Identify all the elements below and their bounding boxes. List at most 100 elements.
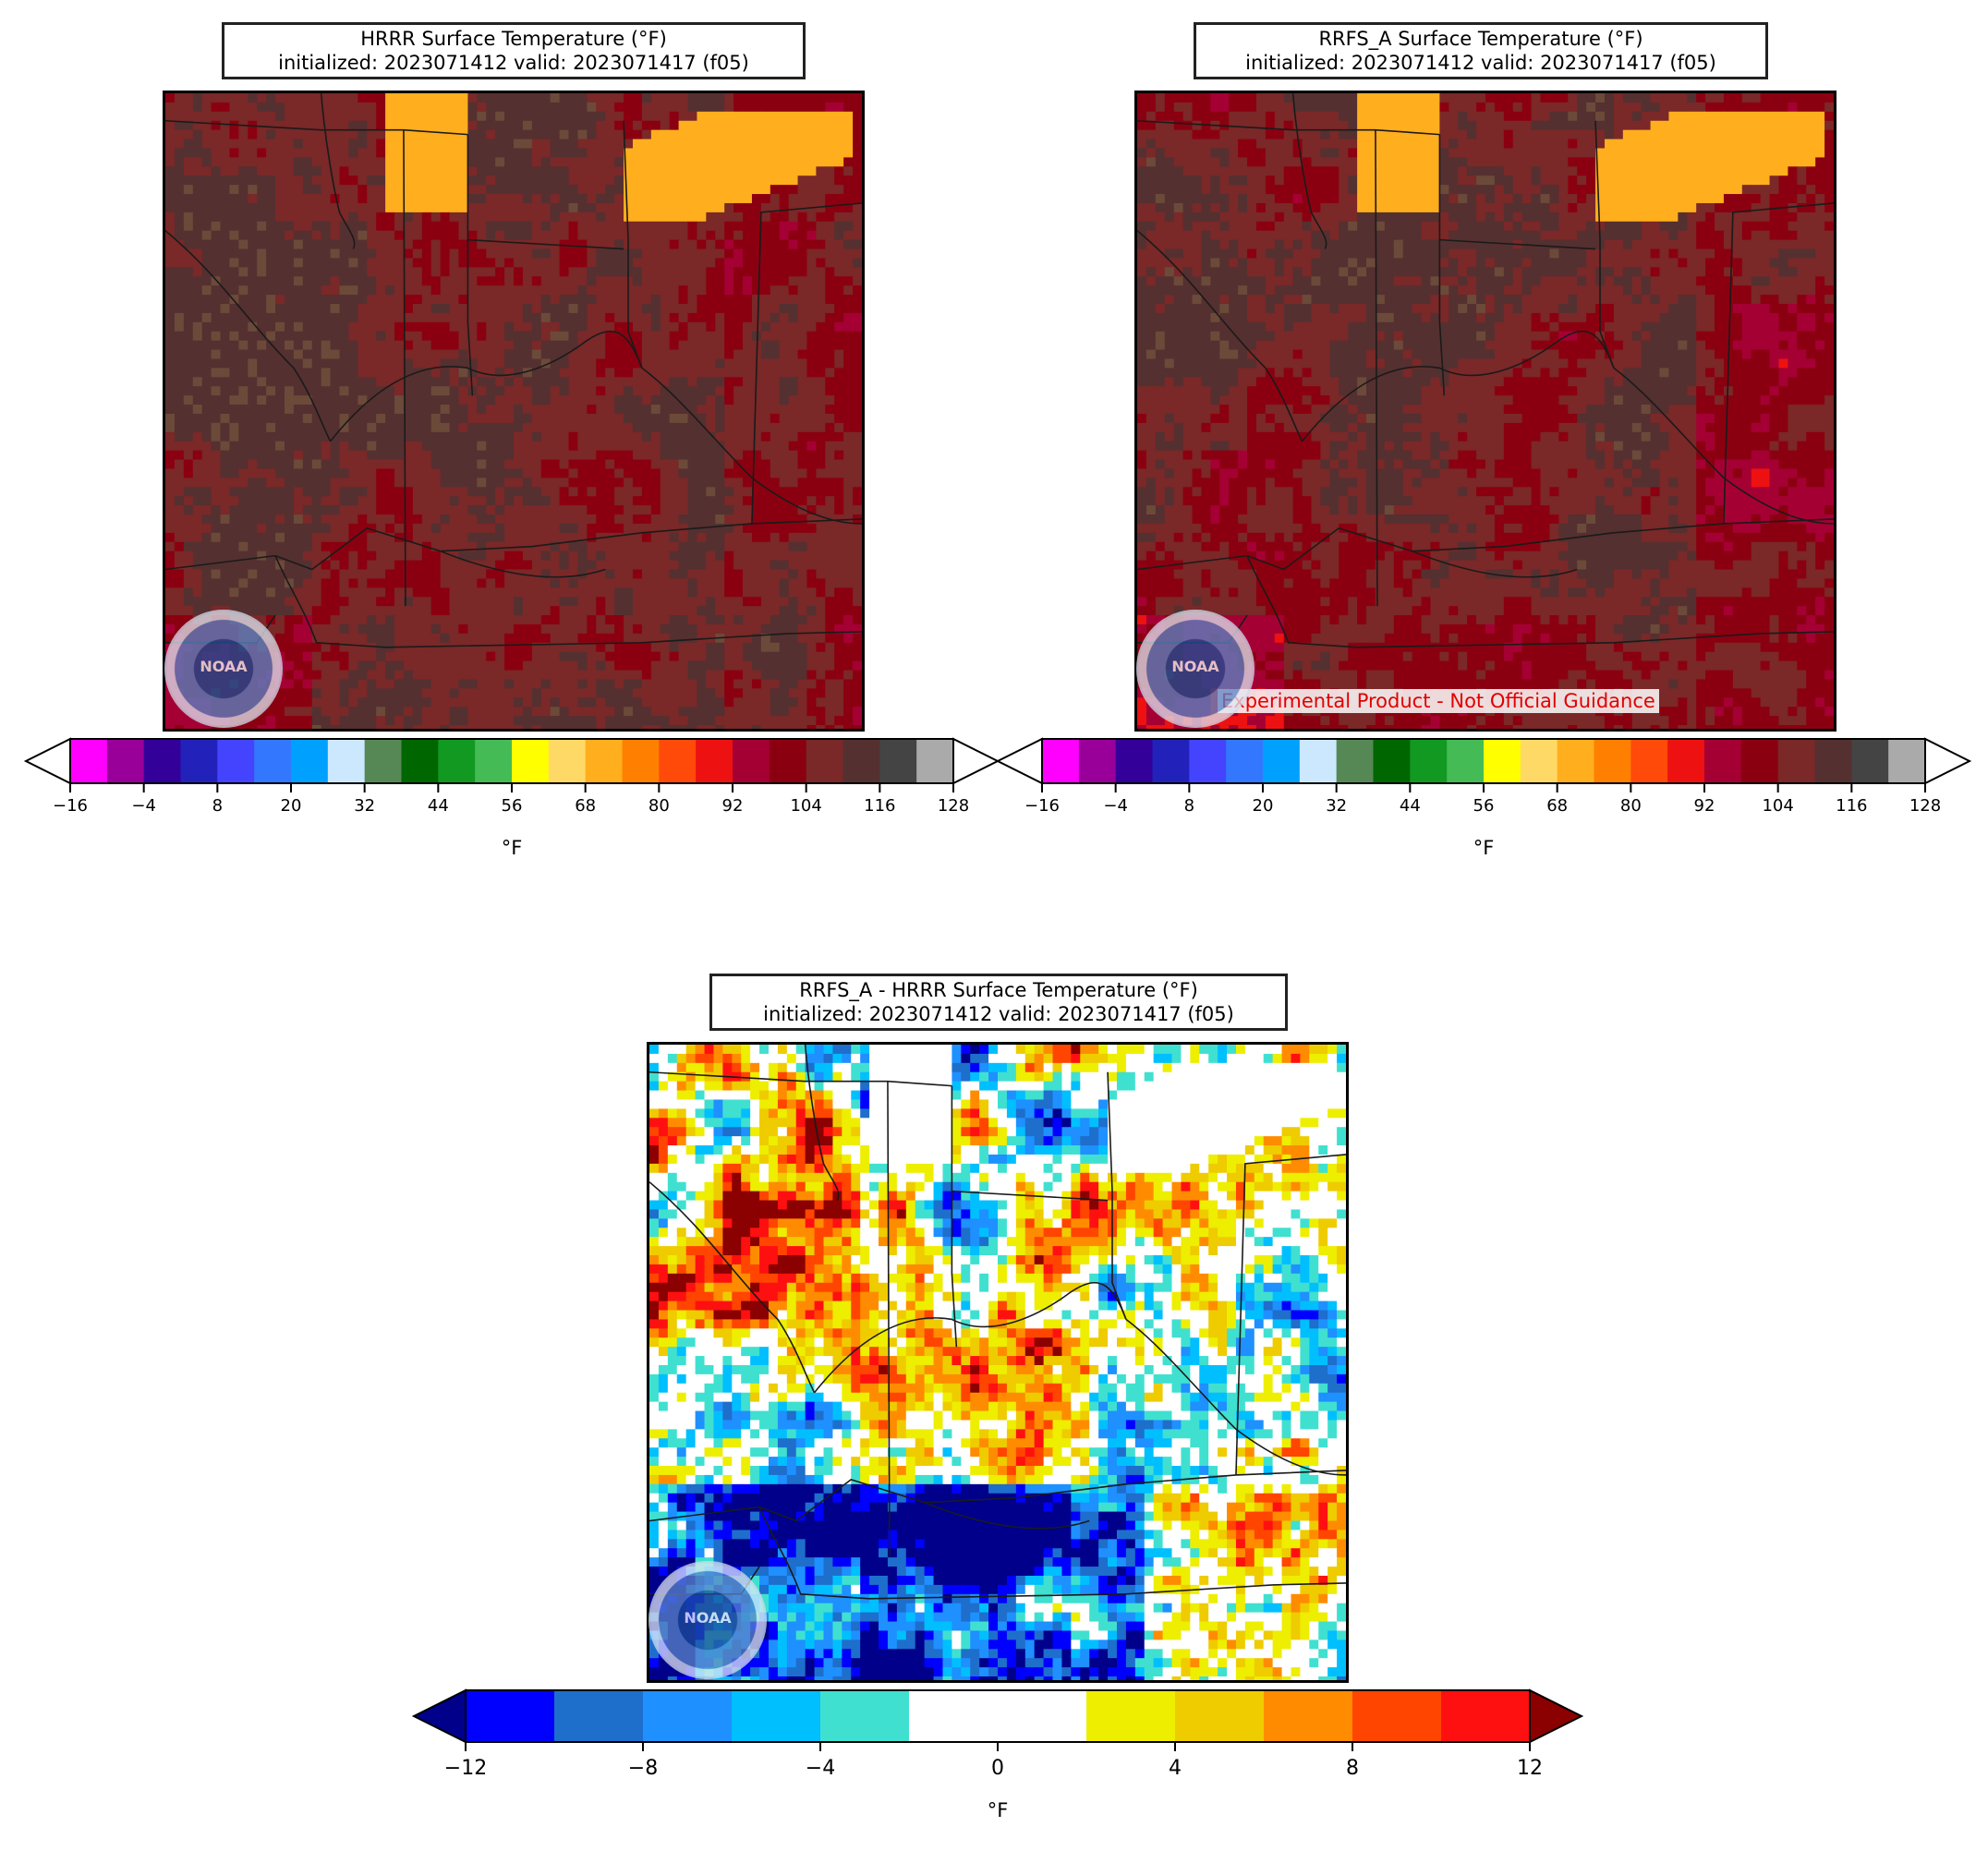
colorbar-bin xyxy=(1226,739,1264,783)
colorbar-tick-label: −16 xyxy=(53,796,88,816)
colorbar-tick-label: −4 xyxy=(805,1757,836,1780)
noaa-logo-text: NOAA xyxy=(1171,658,1219,676)
noaa-logo: NOAA xyxy=(164,610,283,728)
colorbar-bin xyxy=(1078,739,1117,783)
colorbar-bin xyxy=(1520,739,1558,783)
colorbar-bin xyxy=(1777,739,1815,783)
colorbar-bin xyxy=(466,1690,555,1742)
colorbar-tick-label: 68 xyxy=(575,796,597,816)
noaa-logo: NOAA xyxy=(649,1561,767,1679)
rrfs-title: RRFS_A Surface Temperature (°F) initiali… xyxy=(1194,22,1768,79)
boundary-line xyxy=(623,120,643,369)
colorbar-bin xyxy=(1352,1690,1442,1742)
diff-map xyxy=(647,1042,1349,1683)
colorbar-bin xyxy=(1189,739,1227,783)
boundary-line xyxy=(467,134,474,396)
colorbar-tick-label: 4 xyxy=(1169,1757,1182,1780)
boundary-line xyxy=(1291,93,1327,249)
colorbar-tick-label: −12 xyxy=(443,1757,488,1780)
colorbar-bin xyxy=(622,739,660,783)
colorbar-bin xyxy=(1410,739,1448,783)
boundary-line xyxy=(1137,119,1440,136)
colorbar-bin xyxy=(696,739,733,783)
colorbar-tick-label: −4 xyxy=(1103,796,1128,816)
colorbar-bin xyxy=(1851,739,1889,783)
boundary-line xyxy=(329,331,643,442)
boundary-line xyxy=(1594,120,1615,369)
boundary-line xyxy=(952,1190,1109,1202)
colorbar-tick-label: 116 xyxy=(1836,796,1868,816)
colorbar-bin xyxy=(842,739,880,783)
colorbar-bin xyxy=(1630,739,1668,783)
diff-title-line2: initialized: 2023071412 valid: 202307141… xyxy=(763,1003,1234,1025)
boundary-line xyxy=(887,1081,891,1558)
colorbar-bin xyxy=(1740,739,1779,783)
colorbar-bin xyxy=(1704,739,1742,783)
colorbar-tick-label: 8 xyxy=(1346,1757,1359,1780)
colorbar-bin xyxy=(475,739,513,783)
colorbar-bin xyxy=(548,739,587,783)
colorbar-bin xyxy=(879,739,917,783)
colorbar-bin xyxy=(1336,739,1374,783)
colorbar-tick-label: 32 xyxy=(1326,796,1348,816)
colorbar-bin xyxy=(1175,1690,1265,1742)
hrrr-title: HRRR Surface Temperature (°F) initialize… xyxy=(222,22,806,79)
boundary-line xyxy=(1235,1154,1346,1475)
colorbar-tick-label: 56 xyxy=(501,796,523,816)
diff-title: RRFS_A - HRRR Surface Temperature (°F) i… xyxy=(709,974,1288,1031)
boundary-line xyxy=(1301,331,1615,442)
boundary-line xyxy=(951,1085,958,1348)
boundary-line xyxy=(924,1501,1090,1530)
colorbar-bin xyxy=(585,739,623,783)
colorbar-bin xyxy=(1086,1690,1176,1742)
colorbar-bin xyxy=(291,739,329,783)
experimental-banner: Experimental Product - Not Official Guid… xyxy=(1218,689,1659,713)
colorbar-tick-label: 44 xyxy=(427,796,449,816)
colorbar-bin xyxy=(217,739,255,783)
colorbar-tick-label: 44 xyxy=(1399,796,1421,816)
colorbar-tick-label: 92 xyxy=(721,796,744,816)
colorbar-bin xyxy=(70,739,108,783)
colorbar-under-arrow xyxy=(995,737,1043,785)
colorbar-bin xyxy=(1667,739,1705,783)
hrrr-field xyxy=(165,93,862,729)
colorbar-over-arrow xyxy=(1529,1688,1584,1744)
colorbar-bin xyxy=(732,1690,821,1742)
colorbar-bin xyxy=(733,739,770,783)
boundary-line xyxy=(1438,134,1446,396)
colorbar-bin xyxy=(1152,739,1190,783)
colorbar-bin xyxy=(1484,739,1521,783)
colorbar-tick-label: 0 xyxy=(991,1757,1004,1780)
colorbar-tick-label: 12 xyxy=(1517,1757,1543,1780)
diff-field xyxy=(649,1045,1346,1680)
colorbar-tick-label: −4 xyxy=(131,796,156,816)
boundary-line xyxy=(813,1282,1127,1394)
colorbar-tick-label: 128 xyxy=(937,796,970,816)
colorbar-bin xyxy=(1299,739,1338,783)
colorbar-bin xyxy=(1264,1690,1353,1742)
colorbar-bin xyxy=(820,1690,910,1742)
hrrr-colorbar-unit: °F xyxy=(501,837,523,859)
colorbar-bin xyxy=(438,739,476,783)
colorbar-svg xyxy=(411,1688,1584,1751)
boundary-line xyxy=(758,1506,1346,1600)
colorbar-bin xyxy=(327,739,366,783)
colorbar-bin xyxy=(1888,739,1926,783)
colorbar-bin xyxy=(1594,739,1631,783)
boundary-line xyxy=(403,129,406,607)
colorbar-bin xyxy=(909,1690,999,1742)
boundary-line xyxy=(1125,1318,1346,1476)
boundary-line xyxy=(320,93,356,249)
boundary-line xyxy=(1439,238,1596,250)
hrrr-title-line2: initialized: 2023071412 valid: 202307141… xyxy=(278,52,749,74)
boundary-line xyxy=(274,555,862,648)
rrfs-title-line1: RRFS_A Surface Temperature (°F) xyxy=(1318,28,1643,50)
boundary-line xyxy=(804,1045,840,1201)
hrrr-title-line1: HRRR Surface Temperature (°F) xyxy=(360,28,667,50)
boundary-line xyxy=(1137,230,1303,442)
rrfs-colorbar-unit: °F xyxy=(1473,837,1495,859)
colorbar-bin xyxy=(1814,739,1852,783)
boundary-line xyxy=(649,1181,816,1394)
colorbar-bin xyxy=(769,739,807,783)
rrfs-colorbar xyxy=(995,737,1972,792)
